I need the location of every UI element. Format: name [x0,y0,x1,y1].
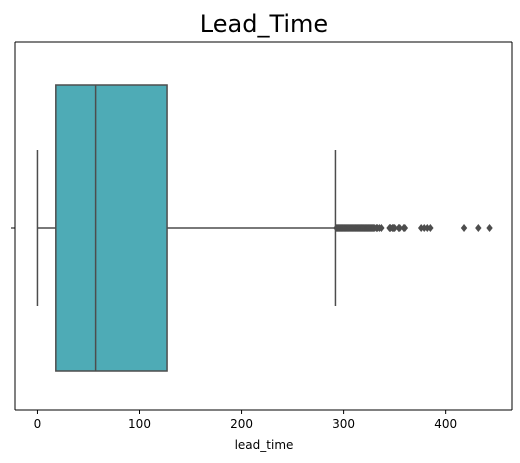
outlier-point [401,224,409,232]
x-tick-label: 100 [128,417,151,431]
outlier-point [475,224,482,232]
plot-area [11,41,513,411]
outlier-point [391,224,398,232]
x-tick-label: 200 [230,417,253,431]
outlier-point [460,224,468,232]
x-axis-label: lead_time [235,438,294,452]
chart-title: Lead_Time [200,10,328,38]
x-axis-ticks: 0 100 200 300 400 [34,410,457,431]
outlier-point [396,224,403,232]
x-tick-label: 0 [34,417,42,431]
iqr-box [55,84,168,372]
outlier-point [427,224,434,232]
outlier-point [486,224,493,232]
outlier-point [378,224,385,232]
x-tick-label: 300 [332,417,355,431]
x-tick-label: 400 [434,417,457,431]
